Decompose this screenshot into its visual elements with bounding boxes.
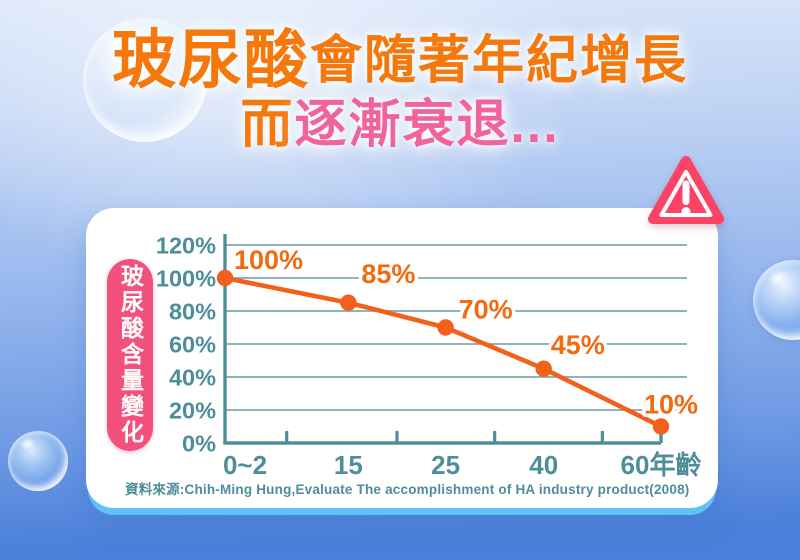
x-tick-label: 60年齡 xyxy=(621,450,702,480)
data-point-label: 100% xyxy=(234,245,303,275)
data-point xyxy=(535,360,552,377)
page-title: 玻尿酸會隨著年紀增長 而逐漸衰退... xyxy=(0,27,800,152)
y-tick-label: 80% xyxy=(169,299,216,325)
x-tick-label: 15 xyxy=(334,450,363,480)
data-point xyxy=(340,294,357,311)
data-point xyxy=(216,269,234,287)
title-line-1: 玻尿酸會隨著年紀增長 xyxy=(0,27,800,93)
y-tick-label: 20% xyxy=(169,398,216,424)
title-line1-rest: 會隨著年紀增長 xyxy=(309,32,688,90)
source-citation: 資料來源:Chih-Ming Hung,Evaluate The accompl… xyxy=(125,482,690,497)
data-point-label: 10% xyxy=(644,390,698,420)
bubble-decoration-right xyxy=(753,260,800,340)
y-tick-label: 100% xyxy=(156,266,216,292)
y-axis-badge: 玻尿酸含量變化 xyxy=(107,259,153,451)
hyaluronic-acid-decline-chart: 120% 100% 80% 60% 40% 20% 0% 0~2 15 25 40 60年齡 100% 8… xyxy=(156,233,702,481)
x-tick-label: 25 xyxy=(431,450,460,480)
data-point-label: 45% xyxy=(551,330,605,360)
y-tick-label: 40% xyxy=(169,365,216,391)
x-tick-label: 40 xyxy=(529,450,558,480)
data-point-label: 85% xyxy=(361,259,415,289)
bubble-decoration-bottom-left xyxy=(8,431,68,491)
chart-card: 120% 100% 80% 60% 40% 20% 0% 0~2 15 25 40 60年齡 100% 8… xyxy=(86,208,718,508)
x-tick-label: 0~2 xyxy=(223,450,267,480)
y-tick-label: 60% xyxy=(169,332,216,358)
y-axis-badge-label: 玻尿酸含量變化 xyxy=(117,264,144,446)
data-point xyxy=(437,319,454,336)
title-line2-emphasis: 逐漸衰退... xyxy=(294,96,560,155)
title-keyword: 玻尿酸 xyxy=(111,24,310,96)
y-tick-label: 0% xyxy=(182,431,216,457)
y-tick-label: 120% xyxy=(156,233,216,259)
title-line-2: 而逐漸衰退... xyxy=(0,99,800,152)
data-point-label: 70% xyxy=(459,295,513,325)
data-point xyxy=(652,418,670,435)
title-line2-prefix: 而 xyxy=(240,96,295,155)
warning-exclamation-icon xyxy=(648,156,724,224)
